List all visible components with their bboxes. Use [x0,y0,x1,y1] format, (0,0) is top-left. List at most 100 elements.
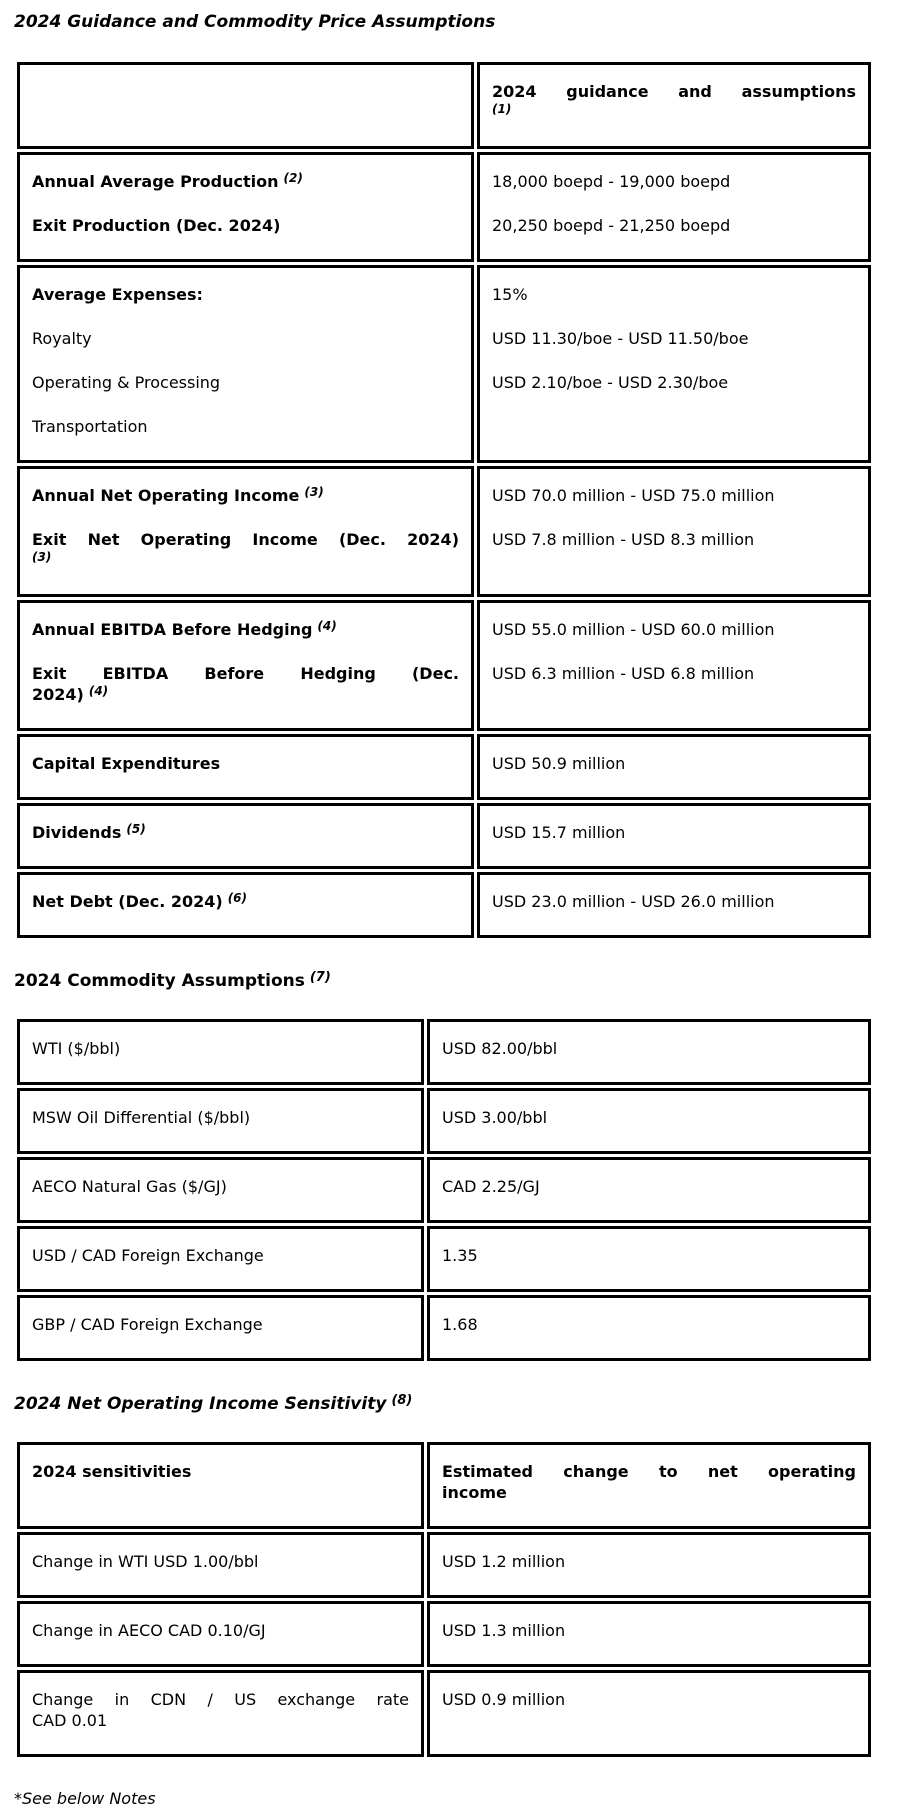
row-value: USD 3.00/bbl [442,1108,548,1127]
row-label: Change in WTI USD 1.00/bbl [32,1552,259,1571]
footnote-ref-5: (5) [126,822,146,836]
row-label: Change in AECO CAD 0.10/GJ [32,1621,266,1640]
row-value: USD 70.0 million - USD 75.0 million [492,486,775,505]
row-value: 1.68 [442,1315,478,1334]
label-cell: Change in AECO CAD 0.10/GJ [17,1601,424,1667]
row-label: MSW Oil Differential ($/bbl) [32,1108,251,1127]
value-cell: USD 0.9 million [427,1670,871,1757]
label-cell: USD / CAD Foreign Exchange [17,1226,424,1292]
page-title: 2024 Guidance and Commodity Price Assump… [14,12,496,32]
row-value: 1.35 [442,1246,478,1265]
usd-cad-fx-row: USD / CAD Foreign Exchange 1.35 [17,1226,871,1292]
spacer [14,33,875,59]
footnote-ref-2: (2) [283,171,303,185]
label-cell: WTI ($/bbl) [17,1019,424,1085]
row-value: USD 6.3 million - USD 6.8 million [492,664,755,683]
row-label: Annual Net Operating Income [32,486,300,505]
label-cell: Annual Average Production (2) Exit Produc… [17,152,474,262]
label-cell: Average Expenses: Royalty Operating & Pr… [17,265,474,463]
value-cell: USD 70.0 million - USD 75.0 million USD … [477,466,871,597]
expenses-row: Average Expenses: Royalty Operating & Pr… [17,265,871,463]
guidance-header-value-cell: 2024 guidance and assumptions (1) [477,62,871,149]
label-cell: Dividends (5) [17,803,474,869]
row-label: Dividends [32,823,122,842]
row-label: USD / CAD Foreign Exchange [32,1246,264,1265]
row-label: Annual EBITDA Before Hedging [32,620,313,639]
spacer [14,992,875,1016]
row-label: AECO Natural Gas ($/GJ) [32,1177,227,1196]
guidance-header-row: 2024 guidance and assumptions (1) [17,62,871,149]
row-label: Exit Production (Dec. 2024) [32,216,281,235]
label-cell: Change in WTI USD 1.00/bbl [17,1532,424,1598]
see-below-notes: *See below Notes [14,1789,156,1808]
row-value: USD 7.8 million - USD 8.3 million [492,530,755,549]
capital-expenditures-row: Capital Expenditures USD 50.9 million [17,734,871,800]
row-value: USD 15.7 million [492,823,626,842]
footnote-ref-6: (6) [227,891,248,905]
commodity-table: WTI ($/bbl) USD 82.00/bbl MSW Oil Differ… [14,1016,874,1364]
label-cell: GBP / CAD Foreign Exchange [17,1295,424,1361]
value-cell: 15% USD 11.30/boe - USD 11.50/boe USD 2.… [477,265,871,463]
header-text: Estimated change to net operating [442,1462,856,1481]
row-value: USD 0.9 million [442,1690,566,1709]
guidance-header-text: 2024 guidance and assumptions [492,82,856,101]
msw-differential-row: MSW Oil Differential ($/bbl) USD 3.00/bb… [17,1088,871,1154]
value-cell: CAD 2.25/GJ [427,1157,871,1223]
row-value: 15% [492,285,528,304]
row-label: GBP / CAD Foreign Exchange [32,1315,263,1334]
aeco-gas-row: AECO Natural Gas ($/GJ) CAD 2.25/GJ [17,1157,871,1223]
row-label: Exit EBITDA Before Hedging (Dec. [32,664,459,683]
row-value: CAD 2.25/GJ [442,1177,540,1196]
aeco-sensitivity-row: Change in AECO CAD 0.10/GJ USD 1.3 milli… [17,1601,871,1667]
label-cell: Annual Net Operating Income (3) Exit Net … [17,466,474,597]
sensitivity-header-row: 2024 sensitivities Estimated change to n… [17,1442,871,1529]
sensitivity-section-heading: 2024 Net Operating Income Sensitivity (8) [14,1394,875,1415]
sensitivity-table: 2024 sensitivities Estimated change to n… [14,1439,874,1760]
value-cell: 18,000 boepd - 19,000 boepd 20,250 boepd… [477,152,871,262]
spacer [14,1415,875,1439]
wti-sensitivity-row: Change in WTI USD 1.00/bbl USD 1.2 milli… [17,1532,871,1598]
row-value: USD 82.00/bbl [442,1039,558,1058]
row-label: Change in CDN / US exchange rate [32,1690,409,1709]
heading-text: 2024 Net Operating Income Sensitivity [14,1394,387,1414]
heading-text: 2024 Commodity Assumptions [14,971,305,991]
row-label: CAD 0.01 [32,1711,108,1730]
footnote-ref-4: (4) [88,684,109,698]
value-cell: 1.35 [427,1226,871,1292]
footnote-ref-1: (1) [492,102,512,116]
label-cell: Net Debt (Dec. 2024) (6) [17,872,474,938]
row-label: Capital Expenditures [32,754,221,773]
row-value: USD 55.0 million - USD 60.0 million [492,620,775,639]
row-label: WTI ($/bbl) [32,1039,121,1058]
row-label: Annual Average Production [32,172,279,191]
footnote-ref-8: (8) [391,1393,413,1408]
row-label: Net Debt (Dec. 2024) [32,892,223,911]
row-value: USD 50.9 million [492,754,626,773]
footnote-ref-3: (3) [32,550,52,564]
value-cell: USD 50.9 million [477,734,871,800]
row-label: 2024) [32,685,84,704]
value-cell: USD 3.00/bbl [427,1088,871,1154]
value-cell: USD 55.0 million - USD 60.0 million USD … [477,600,871,731]
label-cell: Capital Expenditures [17,734,474,800]
header-label-cell: 2024 sensitivities [17,1442,424,1529]
production-row: Annual Average Production (2) Exit Produc… [17,152,871,262]
footnote-ref-3: (3) [304,485,324,499]
row-value: USD 2.10/boe - USD 2.30/boe [492,373,729,392]
row-label: Average Expenses: [32,285,203,304]
row-value: USD 1.2 million [442,1552,566,1571]
value-cell: USD 1.3 million [427,1601,871,1667]
row-value: USD 1.3 million [442,1621,566,1640]
gbp-cad-fx-row: GBP / CAD Foreign Exchange 1.68 [17,1295,871,1361]
footnote-ref-7: (7) [309,970,331,985]
footnote-ref-4: (4) [317,619,337,633]
guidance-table: 2024 guidance and assumptions (1) Annual… [14,59,874,941]
wti-row: WTI ($/bbl) USD 82.00/bbl [17,1019,871,1085]
row-label: Exit Net Operating Income (Dec. 2024) [32,530,459,549]
label-cell: Change in CDN / US exchange rate CAD 0.0… [17,1670,424,1757]
row-value: USD 23.0 million - USD 26.0 million [492,892,775,911]
spacer [14,1364,875,1394]
value-cell: USD 82.00/bbl [427,1019,871,1085]
value-cell: USD 23.0 million - USD 26.0 million [477,872,871,938]
